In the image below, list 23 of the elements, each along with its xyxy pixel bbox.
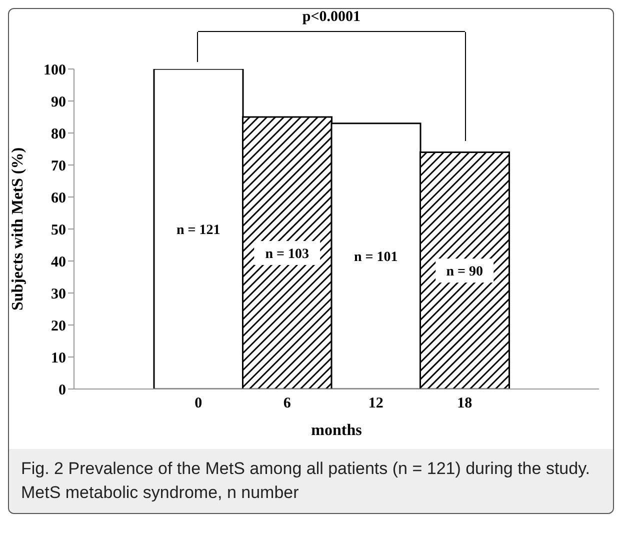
y-tick-label: 80 [51,126,66,142]
x-axis-title: months [311,422,362,439]
y-tick-label: 100 [44,62,66,78]
annotation: n = 103 [265,247,310,262]
y-tick-label: 30 [51,286,66,302]
x-tick-label: 12 [368,396,384,412]
y-tick-label: 40 [51,254,66,270]
y-tick-label: 70 [51,158,66,174]
annotation: n = 90 [446,264,484,280]
y-axis-title: Subjects with MetS (%) [10,147,27,311]
y-tick-label: 0 [58,382,66,398]
text: p<0.0001 [302,9,361,25]
x-tick-label: 6 [283,396,292,412]
caption: Fig. 2 Prevalence of the MetS among all patients (n = 121) during the study. MetS metabolic syndrome, n number [9,449,613,513]
y-tick-label: 60 [51,190,66,206]
x-tick-label: 0 [194,396,202,412]
y-tick-label: 50 [51,222,66,238]
y-tick-label: 20 [51,318,66,334]
x-tick-label: 18 [457,396,472,412]
annotation: n = 121 [176,223,220,238]
annotation: n = 101 [354,250,398,266]
y-tick-label: 10 [51,350,66,366]
y-tick-label: 90 [51,94,66,110]
